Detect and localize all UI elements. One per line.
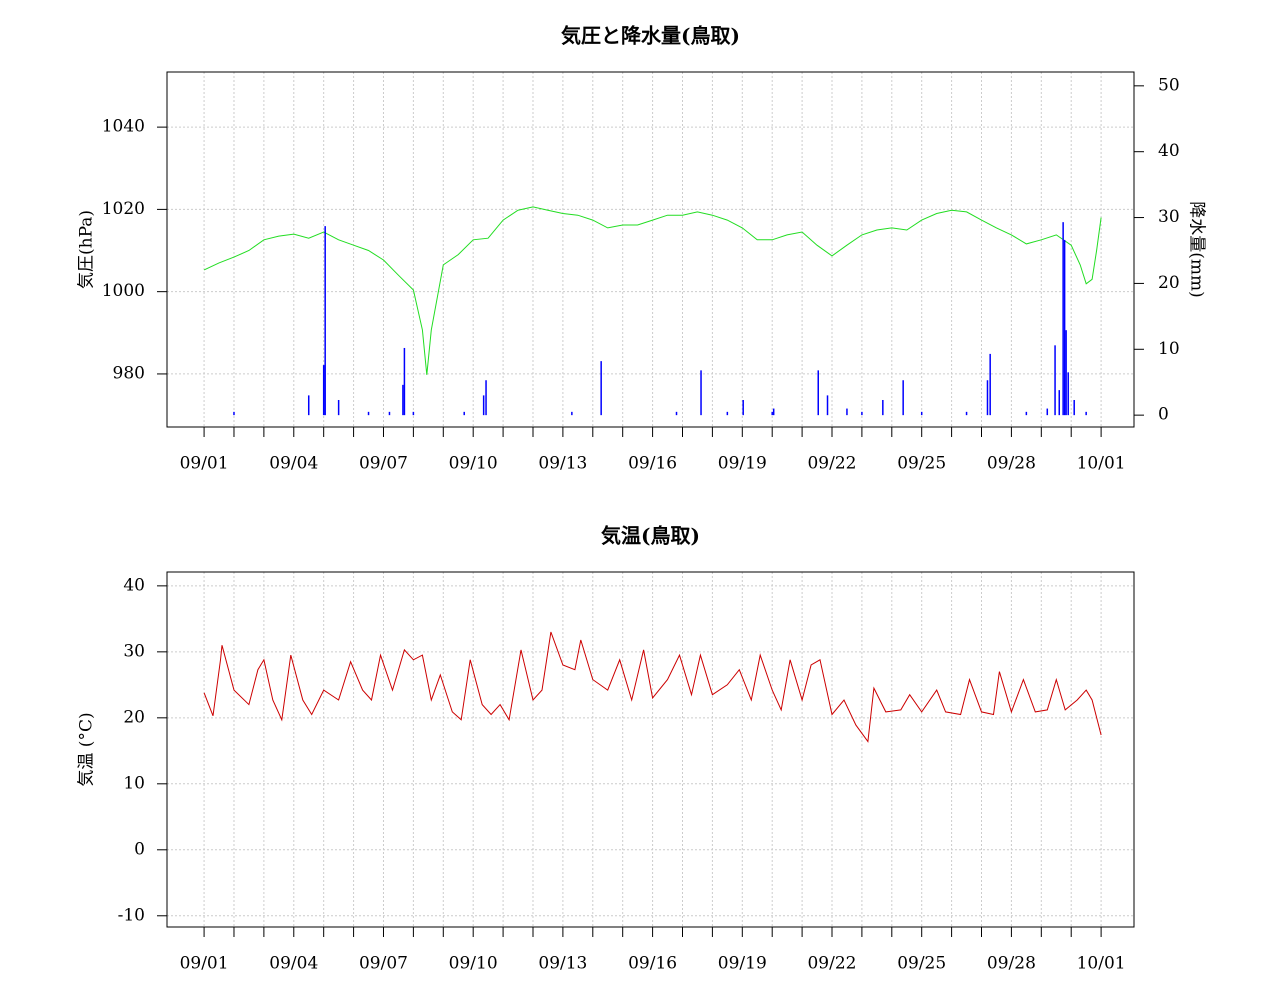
x-tick-label: 10/01 xyxy=(1077,454,1126,474)
y-tick-label: 0 xyxy=(134,839,145,859)
y2-tick-label: 10 xyxy=(1158,339,1180,359)
y2-axis-label: 降水量(mm) xyxy=(1187,201,1207,298)
x-tick-label: 09/07 xyxy=(359,454,408,474)
line xyxy=(203,631,1102,743)
bar xyxy=(1073,399,1075,416)
x-tick-label: 09/25 xyxy=(897,954,946,974)
x-tick-label: 09/04 xyxy=(269,954,318,974)
chart-title: 気圧と降水量(鳥取) xyxy=(561,24,740,48)
bar xyxy=(700,370,702,416)
x-tick-label: 09/13 xyxy=(538,454,587,474)
bar xyxy=(902,380,904,416)
y2-tick-label: 20 xyxy=(1158,273,1180,293)
x-tick-label: 09/28 xyxy=(987,454,1036,474)
x-tick-label: 10/01 xyxy=(1077,954,1126,974)
bar xyxy=(826,395,829,416)
y-tick-label: 10 xyxy=(123,773,145,793)
bar xyxy=(322,365,325,416)
y2-tick-label: 30 xyxy=(1158,207,1180,227)
y-tick-label: 20 xyxy=(123,707,145,727)
x-tick-label: 09/10 xyxy=(449,954,498,974)
bar xyxy=(726,411,729,416)
chart-title: 気温(鳥取) xyxy=(601,524,700,548)
bar xyxy=(412,411,415,416)
bar xyxy=(233,411,235,416)
plot-frame xyxy=(166,571,1135,928)
y-tick-label: 40 xyxy=(123,575,145,595)
y-tick-label: 1000 xyxy=(102,281,145,301)
bar xyxy=(367,411,370,416)
line xyxy=(203,206,1102,375)
bar xyxy=(1046,408,1049,416)
bar xyxy=(1085,411,1087,416)
x-tick-label: 09/19 xyxy=(718,954,767,974)
bar xyxy=(1065,330,1067,416)
y2-tick-label: 0 xyxy=(1158,405,1169,425)
y-axis-label: 気温 (°C) xyxy=(77,712,97,786)
y-tick-label: 30 xyxy=(123,641,145,661)
bar xyxy=(986,380,989,416)
bar xyxy=(771,411,773,416)
bar xyxy=(817,370,819,416)
bar xyxy=(742,399,744,416)
bar xyxy=(403,347,406,416)
bar xyxy=(600,361,602,416)
bar xyxy=(571,411,573,416)
x-tick-label: 09/22 xyxy=(807,454,856,474)
bar xyxy=(882,399,884,416)
bar xyxy=(1058,390,1060,416)
bar xyxy=(1062,222,1064,416)
y2-tick-label: 40 xyxy=(1158,141,1180,161)
y-tick-label: 1040 xyxy=(102,117,145,137)
y-tick-label: -10 xyxy=(118,905,145,925)
x-tick-label: 09/13 xyxy=(538,954,587,974)
x-tick-label: 09/01 xyxy=(180,454,229,474)
bar xyxy=(1025,411,1028,416)
bar xyxy=(337,399,340,416)
bar xyxy=(1067,372,1069,416)
bar xyxy=(324,226,326,416)
y-tick-label: 980 xyxy=(113,363,145,383)
x-tick-label: 09/19 xyxy=(718,454,767,474)
x-tick-label: 09/07 xyxy=(359,954,408,974)
bar xyxy=(772,408,775,416)
x-tick-label: 09/16 xyxy=(628,454,677,474)
y2-tick-label: 50 xyxy=(1158,75,1180,95)
x-tick-label: 09/28 xyxy=(987,954,1036,974)
bar xyxy=(989,353,991,416)
bar xyxy=(965,411,968,416)
x-tick-label: 09/10 xyxy=(449,454,498,474)
bar xyxy=(920,411,923,416)
bar xyxy=(846,408,848,416)
bar xyxy=(463,411,465,416)
bar xyxy=(307,395,310,416)
bar xyxy=(402,384,404,416)
x-tick-label: 09/16 xyxy=(628,954,677,974)
plot-frame xyxy=(166,71,1135,428)
y-axis-label: 気圧(hPa) xyxy=(77,210,97,289)
bar xyxy=(388,411,391,416)
bar xyxy=(1054,345,1056,416)
bar xyxy=(861,411,863,416)
x-tick-label: 09/22 xyxy=(807,954,856,974)
bar xyxy=(482,395,485,416)
y-tick-label: 1020 xyxy=(102,199,145,219)
x-tick-label: 09/25 xyxy=(897,454,946,474)
bar xyxy=(675,411,678,416)
bar xyxy=(485,380,487,416)
bar xyxy=(1063,239,1066,416)
x-tick-label: 09/01 xyxy=(180,954,229,974)
x-tick-label: 09/04 xyxy=(269,454,318,474)
